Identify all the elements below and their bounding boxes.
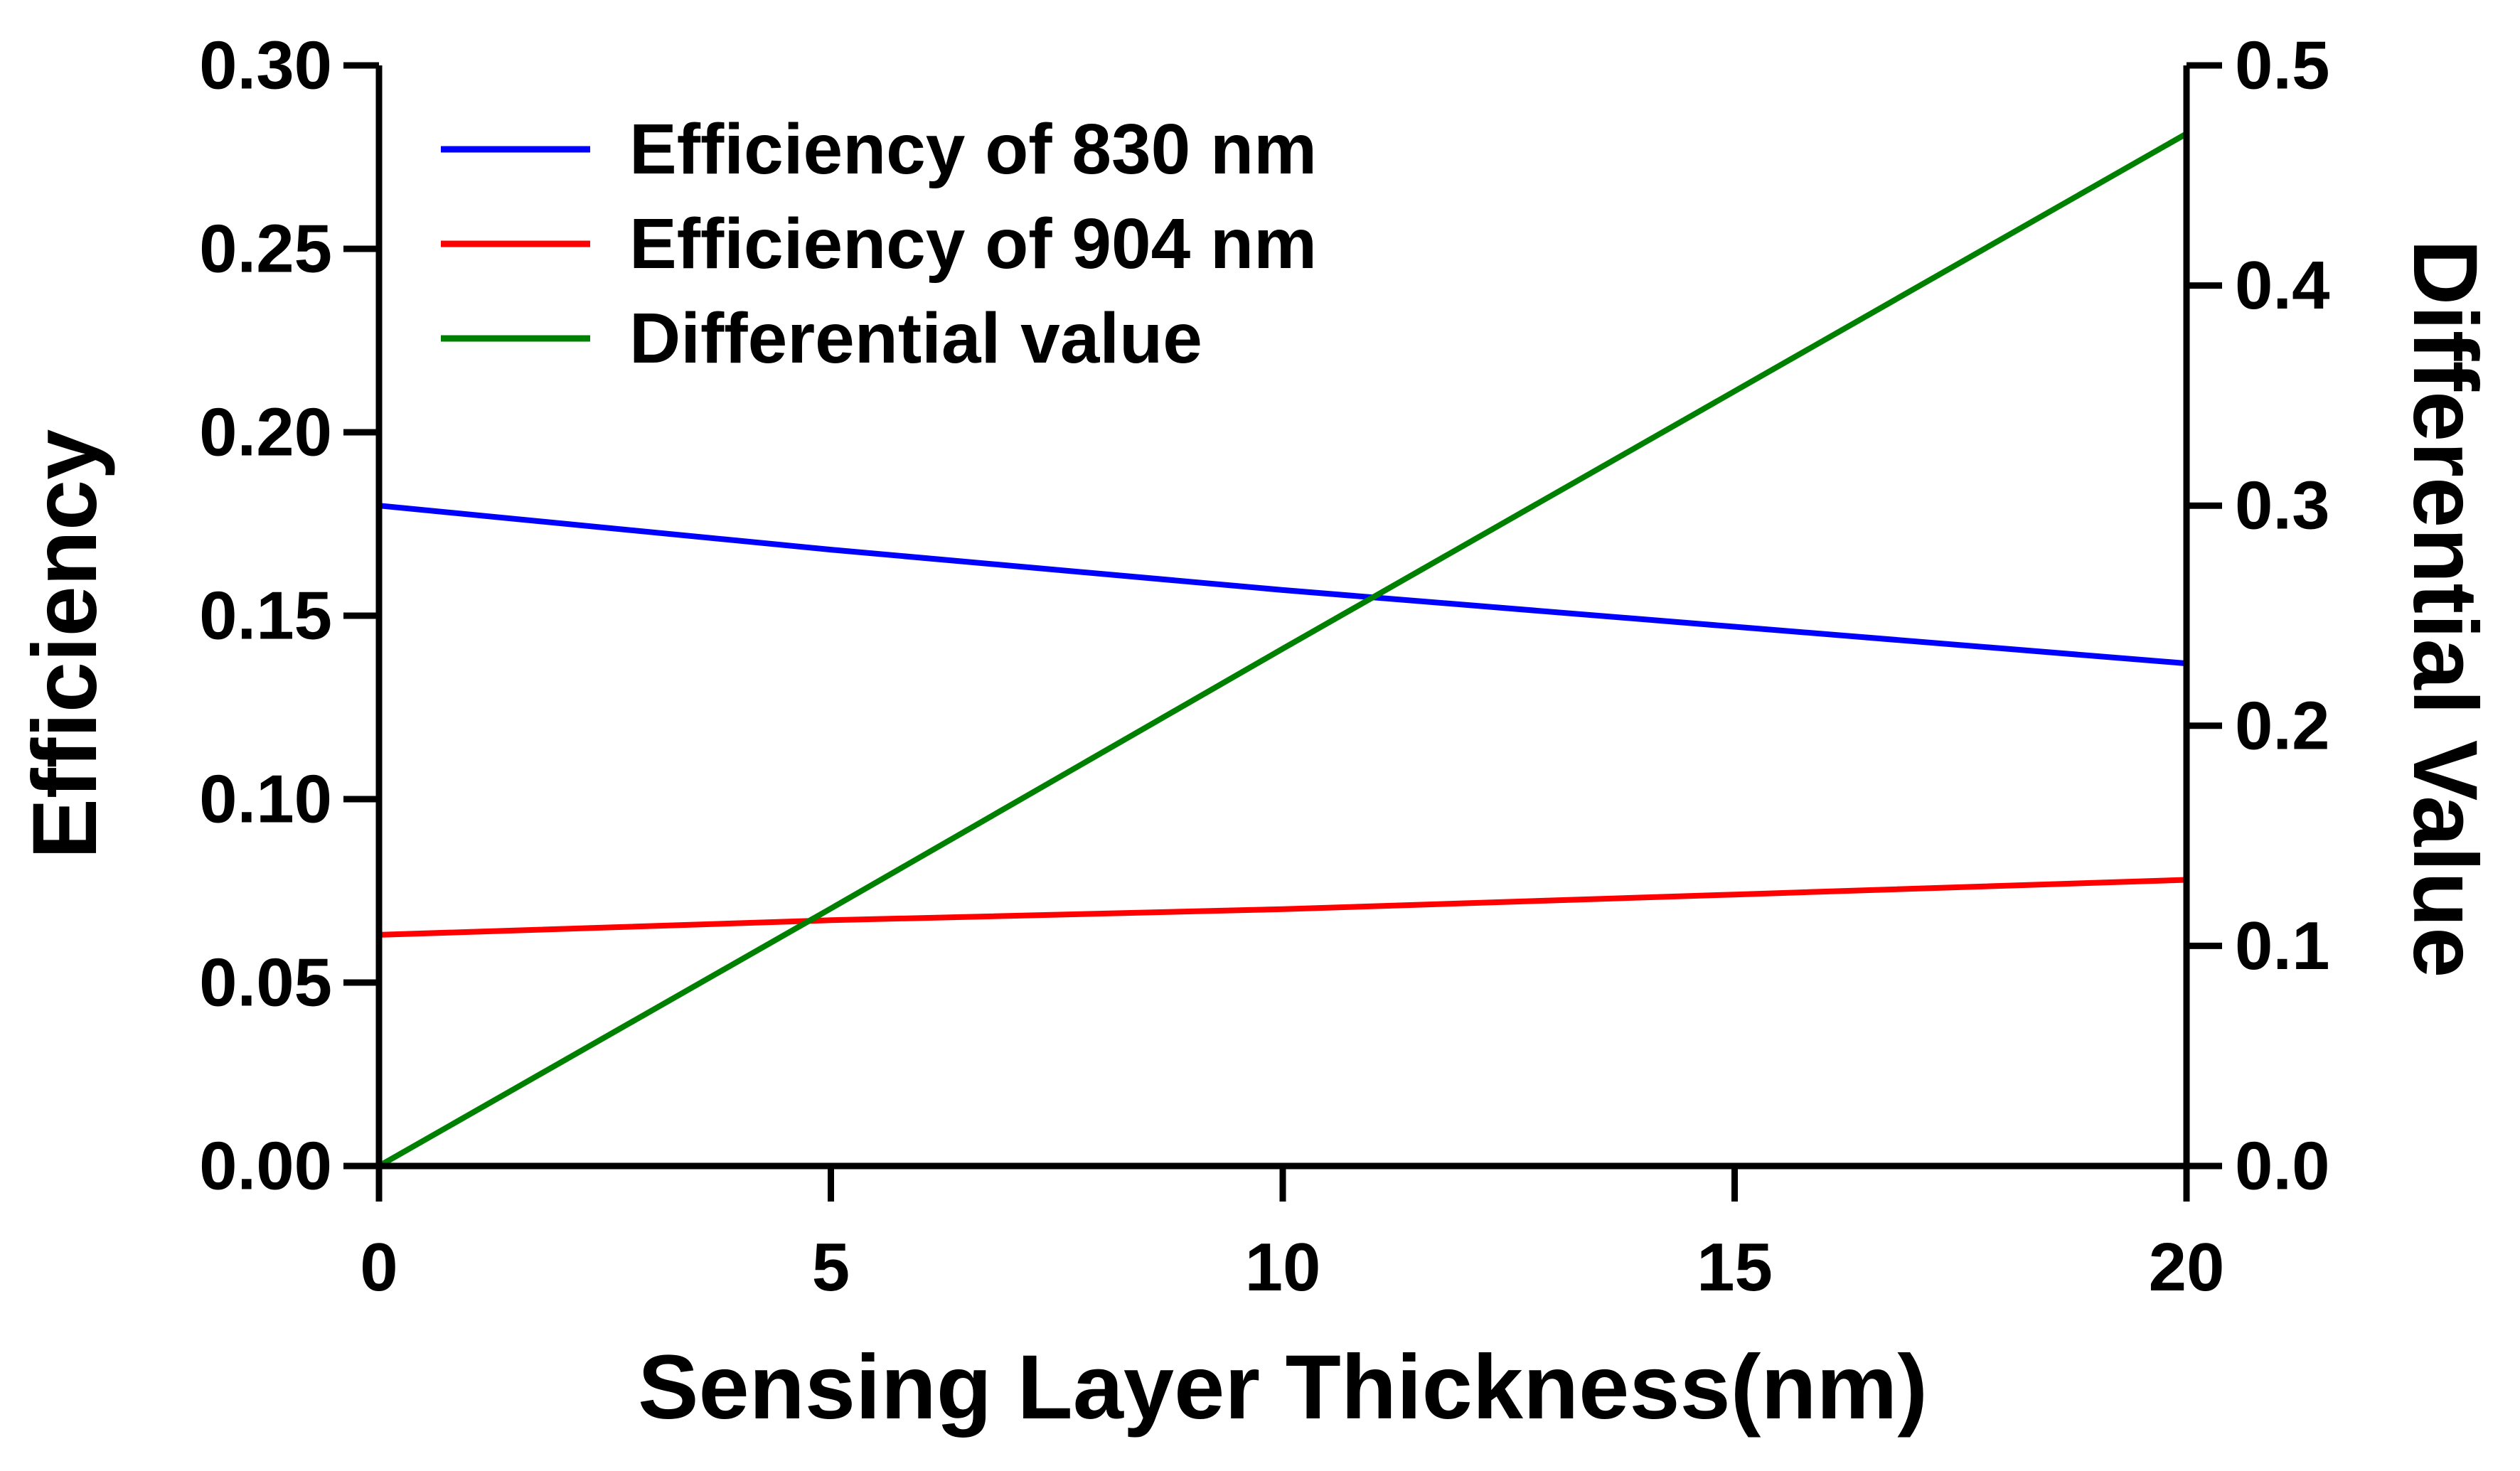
y-right-tick-label: 0.1 bbox=[2235, 908, 2329, 984]
y-right-tick-label: 0.0 bbox=[2235, 1128, 2329, 1204]
y-axis-right-title: Differential Value bbox=[2394, 240, 2496, 978]
y-left-tick-label: 0.00 bbox=[199, 1128, 332, 1204]
y-left-tick-label: 0.05 bbox=[199, 945, 332, 1021]
legend-label-2: Differential value bbox=[629, 299, 1202, 378]
axes-layer: 0.000.050.100.150.200.250.300.00.10.20.3… bbox=[14, 28, 2496, 1439]
series-layer bbox=[378, 131, 2188, 1169]
x-axis-title: Sensing Layer Thickness(nm) bbox=[638, 1337, 1928, 1438]
legend: Efficiency of 830 nm Efficiency of 904 nm… bbox=[441, 109, 1317, 378]
y-right-tick-label: 0.4 bbox=[2235, 247, 2329, 323]
series-line-2 bbox=[378, 131, 2188, 1169]
y-left-tick-label: 0.20 bbox=[199, 395, 332, 471]
y-left-tick-label: 0.10 bbox=[199, 761, 332, 838]
y-right-tick-label: 0.5 bbox=[2235, 28, 2329, 104]
legend-label-1: Efficiency of 904 nm bbox=[629, 204, 1317, 284]
legend-label-0: Efficiency of 830 nm bbox=[629, 109, 1317, 189]
y-left-tick-label: 0.15 bbox=[199, 578, 332, 654]
x-tick-label: 10 bbox=[1245, 1229, 1321, 1305]
x-tick-label: 20 bbox=[2149, 1229, 2225, 1305]
x-tick-label: 0 bbox=[360, 1229, 397, 1305]
x-tick-label: 5 bbox=[812, 1229, 850, 1305]
x-tick-label: 15 bbox=[1697, 1229, 1773, 1305]
y-right-tick-label: 0.2 bbox=[2235, 688, 2329, 764]
y-left-tick-label: 0.30 bbox=[199, 28, 332, 104]
y-right-tick-label: 0.3 bbox=[2235, 468, 2329, 544]
y-axis-left-title: Efficiency bbox=[14, 429, 116, 860]
y-left-tick-label: 0.25 bbox=[199, 211, 332, 287]
series-line-1 bbox=[378, 877, 2187, 938]
series-line-0 bbox=[378, 503, 2187, 667]
